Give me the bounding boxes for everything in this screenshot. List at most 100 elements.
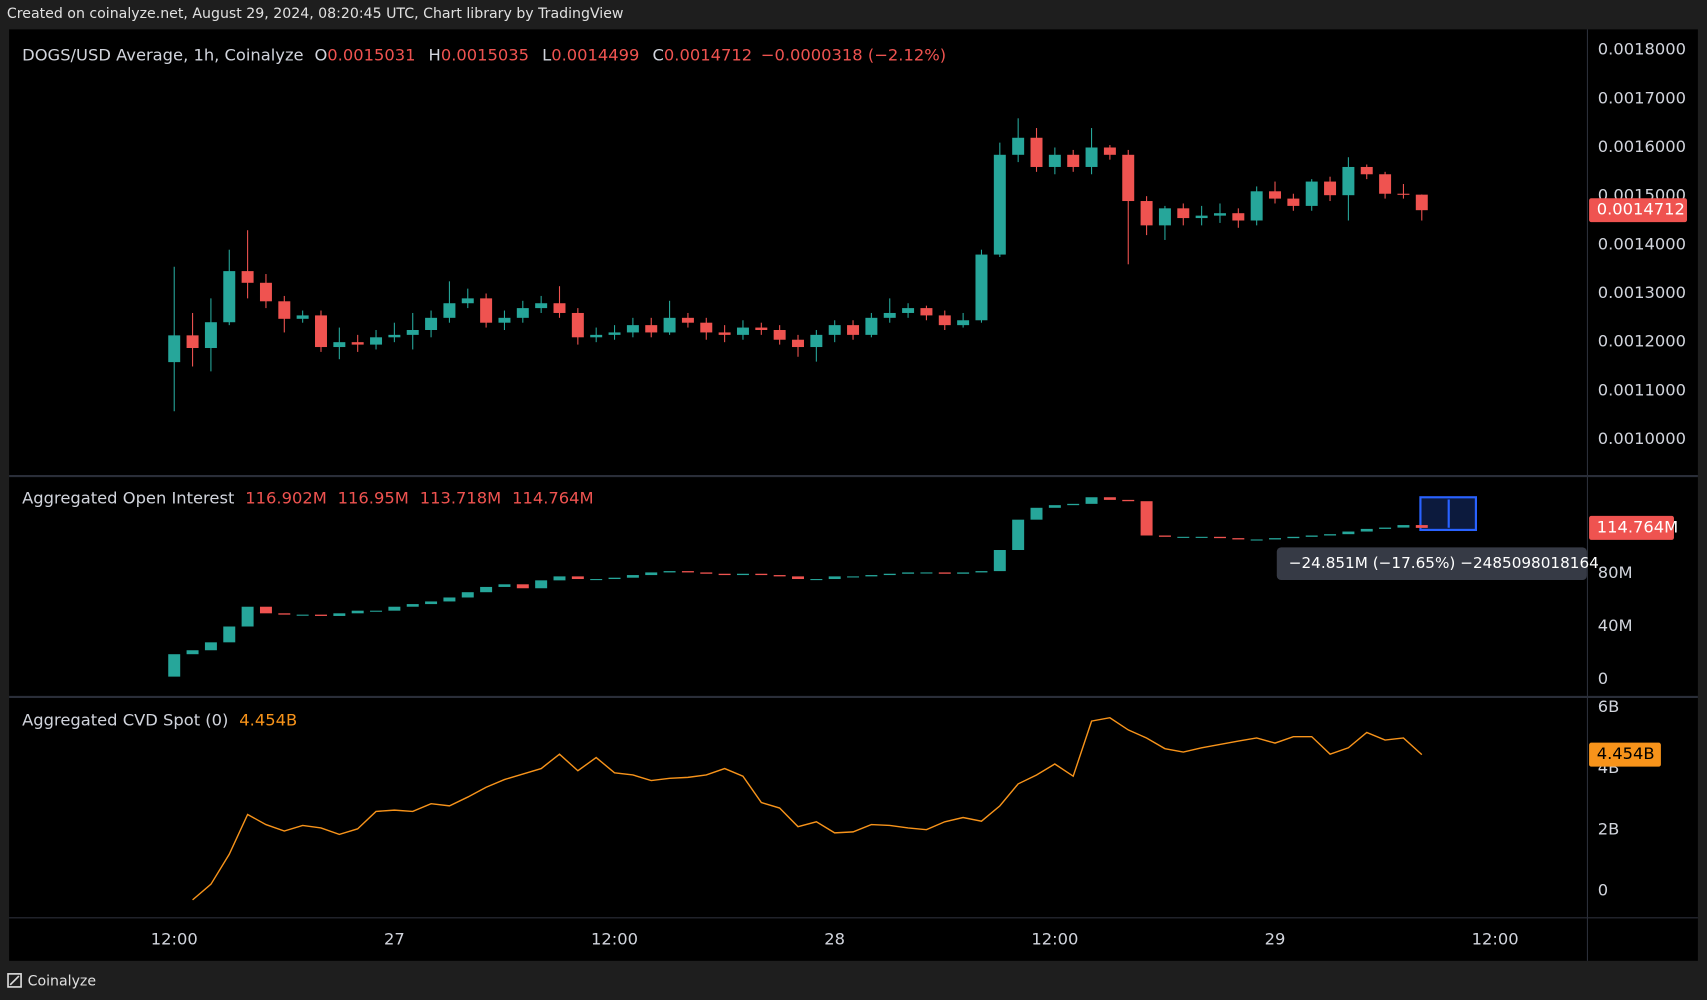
- y-tick-label: 0.0014000: [1598, 234, 1686, 253]
- candle-body: [1415, 194, 1428, 211]
- candle-body: [1085, 497, 1098, 504]
- legend-value: 0.0015035: [441, 45, 529, 64]
- candle-body: [296, 614, 309, 616]
- candle-body: [975, 571, 988, 573]
- candle-body: [736, 327, 749, 335]
- candle-body: [168, 654, 181, 677]
- candle-body: [204, 642, 217, 651]
- candle-body: [792, 576, 804, 580]
- candle-body: [993, 154, 1006, 255]
- last-value-label: 114.764M: [1597, 517, 1679, 536]
- title: Aggregated Open Interest: [22, 488, 234, 507]
- candle-body: [168, 335, 181, 363]
- legend-key: C: [652, 45, 663, 64]
- candle-body: [847, 576, 860, 578]
- candle-body: [773, 330, 786, 340]
- x-tick-label: 12:00: [151, 930, 198, 949]
- last-value-tag: [1589, 198, 1688, 223]
- candle-body: [755, 327, 768, 331]
- candle-body: [718, 573, 731, 576]
- candle-body: [1269, 191, 1281, 199]
- x-tick-label: 28: [824, 930, 845, 949]
- candle-body: [1360, 166, 1373, 175]
- candle-body: [1379, 527, 1392, 529]
- candle-body: [681, 317, 694, 323]
- y-tick-label: 0: [1598, 669, 1608, 688]
- candle-body: [1103, 497, 1116, 500]
- candle-body: [406, 604, 419, 607]
- candle-body: [1232, 213, 1245, 221]
- candle-body: [388, 606, 401, 611]
- candle-body: [1342, 166, 1355, 196]
- candle-body: [1415, 525, 1428, 528]
- candle-body: [1269, 538, 1281, 540]
- last-value-label: 0.0014712: [1597, 200, 1685, 219]
- candle-body: [333, 613, 346, 616]
- candle-body: [920, 308, 933, 316]
- candle-body: [883, 573, 896, 576]
- candle-body: [957, 320, 970, 326]
- candle-body: [1048, 154, 1061, 167]
- candle-body: [406, 330, 419, 335]
- y-tick-label: 0.0016000: [1598, 137, 1686, 156]
- candle-body: [1342, 531, 1355, 535]
- candle-body: [663, 571, 676, 573]
- x-tick-label: 27: [384, 930, 405, 949]
- title: Aggregated CVD Spot (0): [22, 710, 228, 729]
- candle-body: [571, 576, 584, 580]
- candle-body: [700, 322, 713, 333]
- candle-body: [370, 610, 383, 612]
- candle-body: [498, 317, 511, 323]
- candle-body: [883, 312, 896, 318]
- last-value-tag: [1589, 515, 1674, 540]
- candle-body: [278, 301, 291, 319]
- candle-body: [186, 650, 199, 655]
- candle-body: [736, 573, 749, 576]
- x-tick-label: 12:00: [1031, 930, 1078, 949]
- y-tick-label: 0.0018000: [1598, 40, 1686, 59]
- candle-body: [241, 271, 254, 283]
- candle-body: [847, 325, 860, 335]
- brand: Coinalyze: [28, 974, 96, 990]
- candle-body: [663, 317, 676, 333]
- legend-value: 0.0014499: [551, 45, 639, 64]
- candle-body: [296, 315, 309, 319]
- candle-body: [1158, 208, 1171, 226]
- candle-body: [1140, 501, 1153, 536]
- candle-body: [480, 298, 493, 323]
- candle-body: [608, 577, 621, 580]
- candle-body: [865, 317, 878, 335]
- candle-body: [1012, 137, 1025, 155]
- legend-value: 4.454B: [239, 710, 297, 729]
- last-value-label: 4.454B: [1597, 744, 1655, 763]
- last-value-tag: [1589, 742, 1661, 767]
- y-tick-label: 0.0010000: [1598, 429, 1686, 448]
- candle-body: [1030, 137, 1043, 167]
- y-tick-label: 0.0017000: [1598, 88, 1686, 107]
- candle-body: [1250, 191, 1263, 221]
- candle-body: [498, 584, 511, 587]
- candle-body: [920, 572, 933, 574]
- candle-body: [1067, 503, 1080, 506]
- candle-body: [571, 312, 584, 338]
- candle-body: [425, 601, 438, 605]
- measure-label: −24.851M (−17.65%) −2485098018164: [1289, 554, 1599, 572]
- candle-body: [1360, 528, 1373, 532]
- candle-body: [1103, 147, 1116, 155]
- measure-tooltip: [1276, 547, 1587, 580]
- credit: Created on coinalyze.net, August 29, 202…: [7, 6, 624, 22]
- y-tick-label: 0.0013000: [1598, 283, 1686, 302]
- y-tick-label: 80M: [1598, 563, 1633, 582]
- pane-title: DOGS/USD Average, 1h, Coinalyze O0.001503…: [22, 45, 946, 64]
- candle-body: [333, 342, 346, 348]
- candle-body: [1140, 201, 1153, 226]
- legend-value: 116.902M: [245, 488, 327, 507]
- candle-body: [626, 325, 639, 333]
- x-tick-label: 12:00: [591, 930, 638, 949]
- candle-body: [975, 254, 988, 321]
- candle-body: [1122, 154, 1135, 202]
- candle-body: [1397, 525, 1410, 528]
- candle-body: [315, 614, 327, 616]
- pane-title: Aggregated CVD Spot (0) 4.454B: [22, 710, 297, 729]
